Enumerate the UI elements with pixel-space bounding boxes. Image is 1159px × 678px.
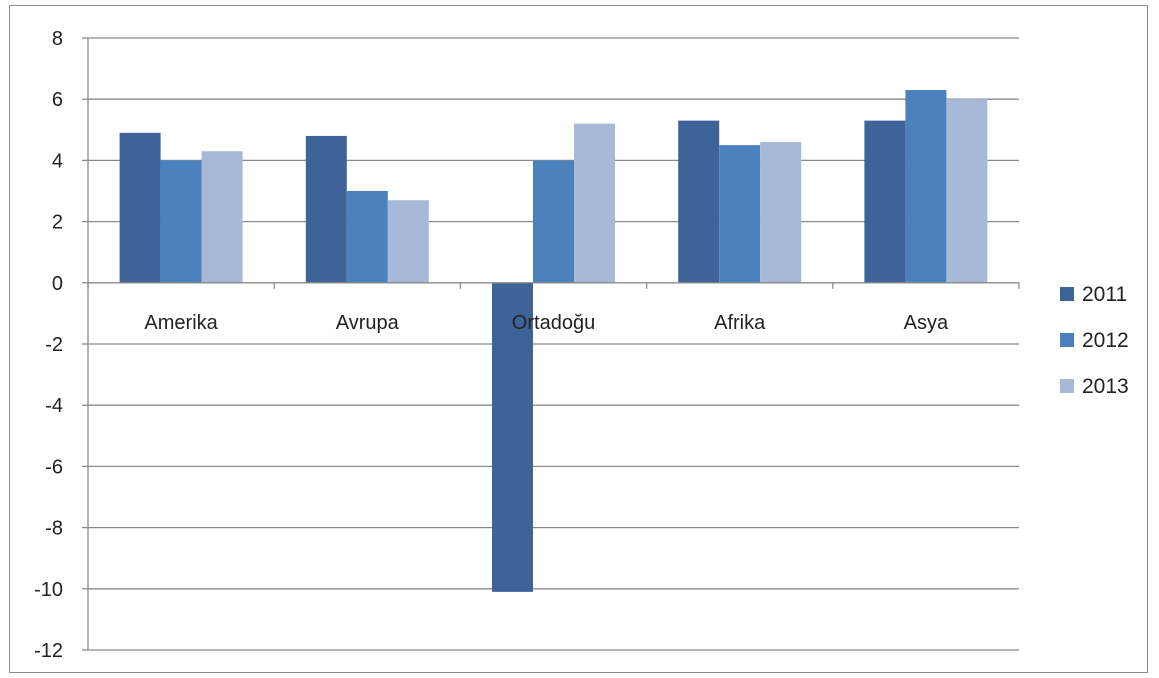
bar-2011-ortadoğu bbox=[492, 282, 533, 592]
bar-2013-afrika bbox=[760, 142, 802, 283]
y-axis: 8 6 4 2 0 -2 -4 -6 -8 -10 -12 bbox=[34, 28, 89, 662]
gridlines bbox=[88, 37, 1019, 651]
bar-2011-asya bbox=[864, 120, 906, 283]
legend-label: 2013 bbox=[1082, 375, 1129, 398]
bar-2013-avrupa bbox=[387, 200, 429, 283]
y-tick-label: -4 bbox=[45, 395, 63, 417]
y-tick-label: 0 bbox=[52, 273, 63, 295]
y-tick-label: -8 bbox=[45, 518, 63, 540]
y-tick-label: 6 bbox=[52, 89, 63, 111]
bar-2013-ortadoğu bbox=[574, 123, 615, 283]
y-tick-label: 4 bbox=[52, 150, 63, 172]
bar-2011-amerika bbox=[119, 132, 161, 283]
x-axis: Amerika Avrupa Ortadoğu Afrika Asya bbox=[87, 282, 1020, 334]
legend-swatch bbox=[1060, 333, 1074, 347]
bar-2011-afrika bbox=[678, 120, 720, 283]
bar-2012-amerika bbox=[160, 160, 202, 283]
y-tick-label: 8 bbox=[52, 28, 63, 50]
category-label: Amerika bbox=[144, 312, 218, 334]
bar-2012-ortadoğu bbox=[533, 160, 574, 283]
category-label: Asya bbox=[904, 312, 949, 334]
y-tick-label: -10 bbox=[34, 579, 63, 601]
legend-swatch bbox=[1060, 379, 1074, 393]
y-tick-label: -6 bbox=[45, 456, 63, 478]
y-tick-label: 2 bbox=[52, 212, 63, 234]
legend: 2011 2012 2013 bbox=[1060, 283, 1129, 398]
bar-2012-avrupa bbox=[346, 191, 388, 283]
legend-label: 2011 bbox=[1082, 283, 1127, 306]
legend-swatch bbox=[1060, 287, 1074, 301]
y-tick-label: -12 bbox=[34, 640, 63, 662]
bars bbox=[119, 90, 988, 592]
y-tick-label: -2 bbox=[45, 334, 63, 356]
bar-2012-afrika bbox=[719, 145, 761, 283]
bar-2013-amerika bbox=[201, 151, 243, 283]
bar-2013-asya bbox=[946, 99, 988, 283]
category-label: Avrupa bbox=[336, 312, 400, 334]
legend-label: 2012 bbox=[1082, 329, 1129, 352]
category-label: Ortadoğu bbox=[512, 312, 595, 334]
bar-2011-avrupa bbox=[305, 135, 347, 283]
bar-2012-asya bbox=[905, 90, 947, 283]
category-label: Afrika bbox=[714, 312, 766, 334]
